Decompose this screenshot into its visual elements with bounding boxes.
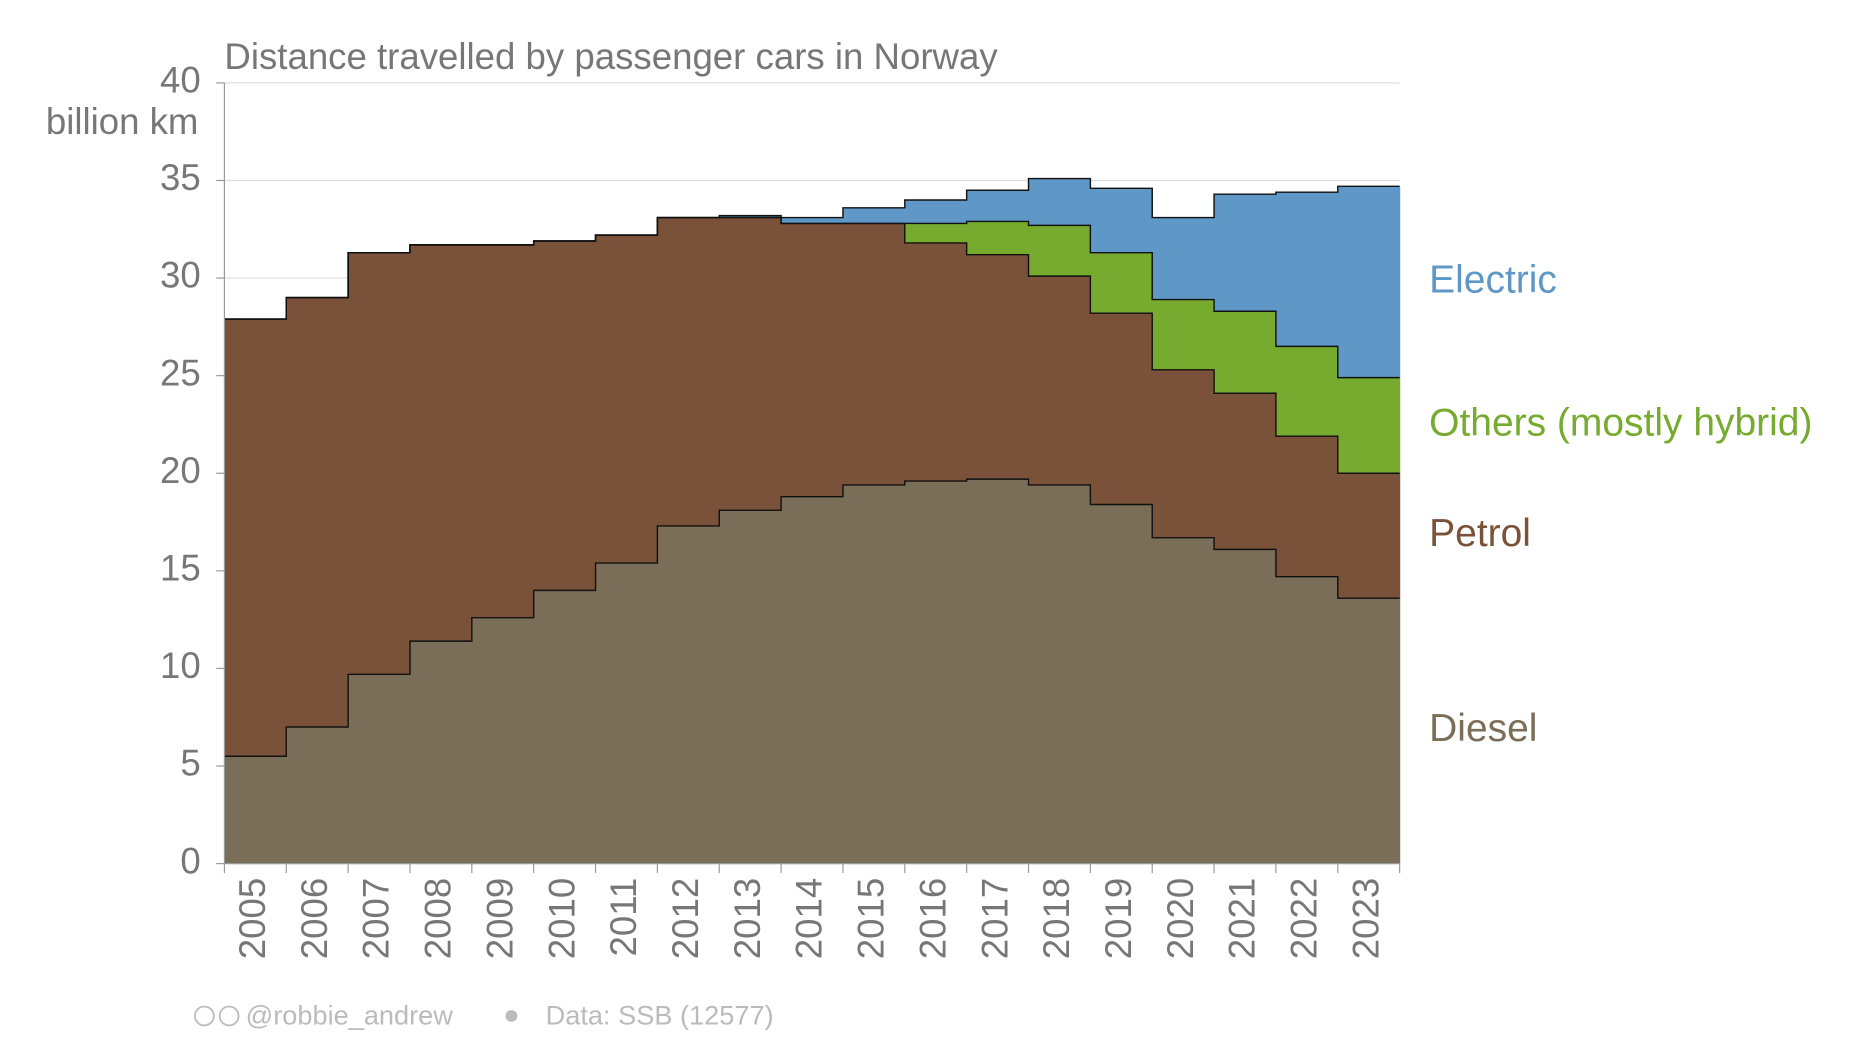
area-segment <box>224 756 287 864</box>
area-segment <box>348 252 411 675</box>
area-segment <box>657 525 720 864</box>
area-segment <box>1090 252 1153 314</box>
area-segment <box>904 200 968 224</box>
area-segment <box>286 297 349 727</box>
x-tick-label: 2016 <box>912 878 953 959</box>
area-segment <box>595 235 658 564</box>
y-tick-label: 5 <box>180 743 200 784</box>
area-segment <box>1214 194 1277 312</box>
area-segment <box>1090 504 1153 864</box>
x-tick-label: 2021 <box>1222 878 1263 959</box>
x-tick-label: 2009 <box>479 878 520 959</box>
area-segment <box>1090 313 1153 505</box>
area-segment <box>966 190 1030 222</box>
area-segment <box>409 641 473 864</box>
x-tick-label: 2019 <box>1098 878 1139 959</box>
area-segment <box>1337 186 1401 378</box>
y-tick-label: 20 <box>160 450 201 491</box>
area-segment <box>781 496 844 864</box>
area-segment <box>1275 436 1339 577</box>
area-segment <box>719 215 782 218</box>
area-segment <box>904 223 968 243</box>
area-segment <box>842 207 906 224</box>
area-segment <box>719 217 782 511</box>
x-tick-label: 2011 <box>603 878 644 957</box>
area-segment <box>1028 178 1091 226</box>
legend-label: Diesel <box>1429 707 1537 750</box>
y-tick-label: 15 <box>160 548 201 589</box>
area-segment <box>657 217 720 526</box>
area-segment <box>224 319 287 757</box>
area-segment <box>1337 473 1401 599</box>
area-segment <box>1275 192 1339 347</box>
area-segment <box>719 510 782 864</box>
y-tick-label: 25 <box>160 352 201 393</box>
x-tick-label: 2014 <box>789 878 830 959</box>
x-tick-label: 2012 <box>665 878 706 959</box>
area-segment <box>1152 369 1215 538</box>
license-icons <box>193 1005 240 1027</box>
y-tick-label: 10 <box>160 645 201 686</box>
area-segment <box>1028 225 1091 277</box>
legend-label: Electric <box>1429 258 1557 301</box>
area-segment <box>533 240 597 591</box>
area-segment <box>595 563 658 864</box>
source: Data: SSB (12577) <box>546 999 774 1030</box>
area-segment <box>904 242 968 482</box>
area-segment <box>842 223 906 485</box>
x-tick-label: 2006 <box>294 878 335 959</box>
area-segment <box>409 244 473 642</box>
credit: @robbie_andrew <box>246 999 454 1030</box>
area-segment <box>1152 217 1215 300</box>
y-tick-label: 30 <box>160 255 201 296</box>
y-tick-label: 0 <box>180 840 200 881</box>
area-segment <box>842 484 906 864</box>
separator <box>505 1010 518 1022</box>
area-segment <box>966 479 1030 864</box>
x-tick-label: 2020 <box>1160 878 1201 959</box>
layer-outline <box>224 478 1400 757</box>
area-segment <box>904 481 968 864</box>
area-segment <box>1337 598 1401 864</box>
y-axis-label: billion km <box>46 101 199 142</box>
area-segment <box>348 674 411 864</box>
area-segment <box>781 217 844 224</box>
x-tick-label: 2013 <box>727 878 768 959</box>
area-segment <box>1152 537 1215 864</box>
area-segment <box>1214 393 1277 550</box>
area-segment <box>1090 188 1153 253</box>
legend-label: Others (mostly hybrid) <box>1429 402 1812 445</box>
area-segment <box>781 223 844 497</box>
area-segment <box>966 221 1030 255</box>
area-segment <box>1214 549 1277 864</box>
area-segment <box>1337 377 1401 474</box>
layer-outline <box>224 177 1400 320</box>
area-segment <box>1028 484 1091 864</box>
legend-label: Petrol <box>1429 512 1531 555</box>
area-segment <box>1214 311 1277 394</box>
y-tick-label: 35 <box>160 157 201 198</box>
area-segment <box>1028 276 1091 485</box>
area-segment <box>1152 299 1215 370</box>
area-segment <box>1275 346 1339 437</box>
area-segment <box>286 726 349 864</box>
x-tick-label: 2005 <box>232 878 273 959</box>
x-tick-label: 2023 <box>1345 878 1386 959</box>
x-tick-label: 2015 <box>851 878 892 959</box>
x-tick-label: 2022 <box>1284 878 1325 959</box>
area-segment <box>533 590 597 864</box>
x-tick-label: 2017 <box>974 878 1015 959</box>
y-tick-label: 40 <box>160 60 201 101</box>
x-tick-label: 2010 <box>541 878 582 959</box>
area-segment <box>966 254 1030 480</box>
x-tick-label: 2018 <box>1036 878 1077 959</box>
area-segment <box>1275 576 1339 864</box>
area-segment <box>471 244 535 618</box>
x-tick-label: 2008 <box>418 878 459 959</box>
chart-title: Distance travelled by passenger cars in … <box>224 36 998 77</box>
x-tick-label: 2007 <box>356 878 397 959</box>
area-segment <box>471 617 535 864</box>
